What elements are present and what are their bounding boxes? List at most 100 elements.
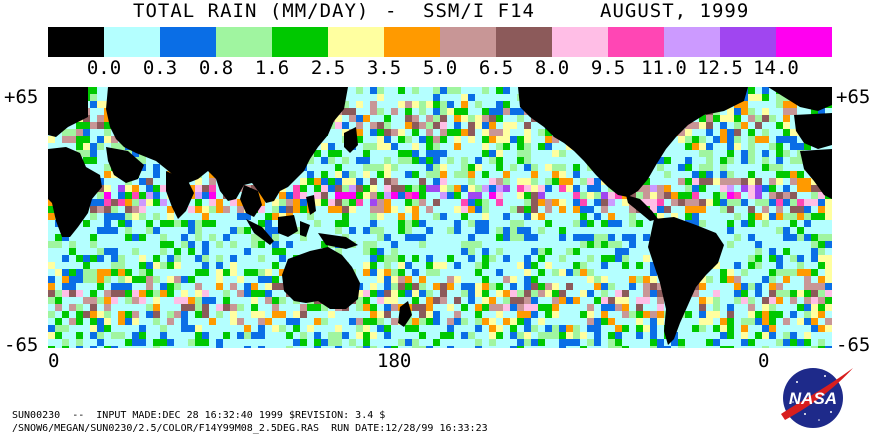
rain-cell [748,262,755,269]
rain-cell [664,346,671,348]
rain-cell [769,283,776,290]
rain-cell [804,220,811,227]
rain-cell [335,339,342,346]
rain-cell [524,262,531,269]
rain-cell [195,297,202,304]
land-japan [344,127,358,153]
rain-cell [643,255,650,262]
rain-cell [573,269,580,276]
rain-cell [139,332,146,339]
rain-cell [412,87,419,94]
rain-cell [293,325,300,332]
rain-cell [111,206,118,213]
rain-cell [482,304,489,311]
rain-cell [160,185,167,192]
rain-cell [251,283,258,290]
rain-cell [335,227,342,234]
rain-cell [489,129,496,136]
rain-cell [496,248,503,255]
land-new-guinea [318,233,358,249]
nasa-stars [792,375,832,421]
rain-cell [265,297,272,304]
rain-cell [216,255,223,262]
map-title: TOTAL RAIN (MM/DAY) [133,0,370,22]
rain-cell [419,185,426,192]
rain-cell [426,129,433,136]
rain-cell [657,311,664,318]
rain-cell [825,234,832,241]
legend-swatch [104,27,160,57]
rain-cell [328,206,335,213]
rain-cell [440,290,447,297]
rain-cell [559,325,566,332]
rain-cell [699,206,706,213]
rain-cell [426,304,433,311]
rain-cell [804,290,811,297]
rain-cell [776,255,783,262]
rain-cell [328,143,335,150]
rain-cell [391,269,398,276]
rain-cell [587,220,594,227]
rain-cell [594,339,601,346]
rain-cell [440,87,447,94]
rain-cell [391,304,398,311]
rain-cell [454,192,461,199]
rain-cell [363,192,370,199]
rain-cell [482,206,489,213]
rain-cell [825,304,832,311]
rain-cell [118,255,125,262]
rain-cell [111,213,118,220]
rain-cell [181,220,188,227]
land-sulawesi [300,221,310,237]
rain-cell [216,262,223,269]
rain-cell [461,290,468,297]
rain-cell [370,283,377,290]
rain-cell [363,164,370,171]
rain-cell [748,150,755,157]
rain-cell [734,129,741,136]
rain-cell [356,192,363,199]
rain-cell [405,262,412,269]
rain-cell [454,276,461,283]
rain-cell [118,276,125,283]
rain-cell [335,178,342,185]
rain-cell [293,311,300,318]
rain-cell [510,220,517,227]
rain-cell [720,269,727,276]
rain-cell [587,241,594,248]
rain-cell [636,332,643,339]
rain-cell [594,192,601,199]
rain-cell [566,339,573,346]
rain-cell [419,276,426,283]
rain-cell [797,339,804,346]
rain-cell [167,213,174,220]
rain-cell [349,206,356,213]
rain-cell [622,297,629,304]
rain-cell [531,171,538,178]
rain-cell [608,255,615,262]
rain-cell [538,339,545,346]
rain-cell [342,332,349,339]
rain-cell [804,213,811,220]
rain-cell [377,248,384,255]
rain-cell [48,213,55,220]
rain-cell [496,115,503,122]
rain-cell [433,87,440,94]
rain-cell [174,220,181,227]
rain-cell [202,206,209,213]
rain-cell [741,339,748,346]
rain-cell [384,346,391,348]
rain-cell [419,157,426,164]
rain-cell [517,206,524,213]
legend-label: 0.8 [198,57,234,79]
rain-cell [314,339,321,346]
rain-cell [447,129,454,136]
rain-cell [468,283,475,290]
rain-cell [384,276,391,283]
rain-cell [265,220,272,227]
rain-cell [181,276,188,283]
rain-cell [139,178,146,185]
rain-cell [755,332,762,339]
rain-cell [727,178,734,185]
rain-cell [468,234,475,241]
